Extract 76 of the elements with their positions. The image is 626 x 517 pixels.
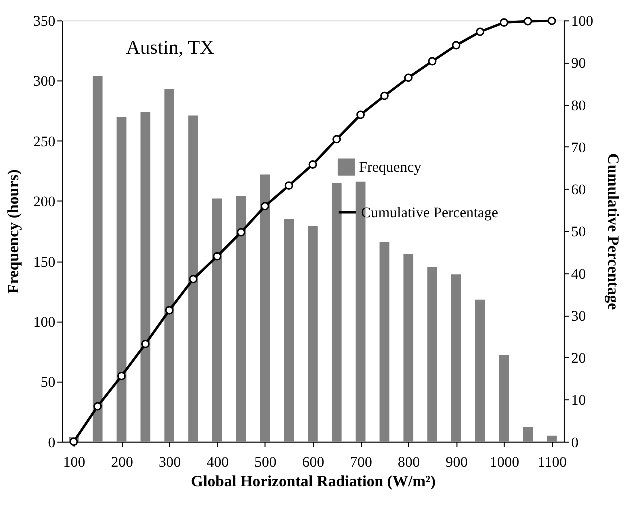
bar xyxy=(428,267,438,442)
x-tick-label: 1000 xyxy=(490,455,520,472)
point xyxy=(213,252,222,261)
annotation: Austin, TX xyxy=(126,37,214,60)
bar xyxy=(212,198,222,442)
bar xyxy=(116,116,127,442)
bar xyxy=(452,274,462,442)
y2-tick-label: 0 xyxy=(571,435,579,452)
y2-tick-label: 10 xyxy=(571,393,586,410)
point xyxy=(356,110,366,120)
x-tick-label: 500 xyxy=(254,455,277,472)
bar xyxy=(332,183,342,442)
x-tick-label: 400 xyxy=(206,455,229,472)
legend-label: Frequency xyxy=(359,160,422,176)
bar xyxy=(140,112,151,442)
y-tick-label: 150 xyxy=(33,254,56,271)
y2-tick-label: 40 xyxy=(571,266,586,283)
x-tick-label: 700 xyxy=(350,455,372,472)
y2-tick-label: 30 xyxy=(571,308,586,325)
x-tick-label: 800 xyxy=(398,455,420,472)
bar xyxy=(188,116,198,442)
bar xyxy=(475,300,486,442)
x-tick-label: 900 xyxy=(446,455,468,472)
legend-label: Cumulative Percentage xyxy=(361,206,499,222)
bar xyxy=(523,427,534,442)
point xyxy=(452,41,461,50)
bar xyxy=(284,219,294,442)
y-tick-label: 50 xyxy=(40,375,56,392)
point xyxy=(165,306,174,315)
point xyxy=(380,92,389,100)
bar xyxy=(236,196,246,442)
y-tick-label: 200 xyxy=(33,194,56,211)
point xyxy=(189,275,198,284)
bar xyxy=(404,254,414,442)
bar xyxy=(260,174,270,442)
y-axis-title: Frequency (hours) xyxy=(6,170,23,294)
point xyxy=(428,57,437,66)
x-tick-label: 1100 xyxy=(538,455,568,472)
y2-tick-label: 70 xyxy=(571,140,586,156)
point xyxy=(141,340,150,348)
x-tick-label: 200 xyxy=(111,455,134,472)
y2-tick-label: 90 xyxy=(571,56,586,72)
y-tick-label: 250 xyxy=(33,134,56,150)
point xyxy=(500,18,508,27)
y-tick-label: 0 xyxy=(48,435,56,452)
y2-tick-label: 50 xyxy=(571,224,586,241)
y2-tick-label: 60 xyxy=(571,182,586,199)
y2-tick-label: 100 xyxy=(571,14,594,30)
x-tick-label: 600 xyxy=(302,455,325,472)
point xyxy=(284,182,294,190)
x-tick-label: 300 xyxy=(159,455,182,472)
bar xyxy=(547,436,557,442)
point xyxy=(260,202,270,211)
y2-tick-label: 20 xyxy=(571,351,586,368)
bar xyxy=(380,242,390,442)
bar xyxy=(92,76,103,442)
y-tick-label: 100 xyxy=(33,314,56,331)
y-tick-label: 300 xyxy=(33,74,56,90)
y2-axis-title: Cumulative Percentage xyxy=(604,153,622,310)
y2-tick-label: 80 xyxy=(571,98,586,114)
point xyxy=(94,402,102,411)
point xyxy=(118,372,126,380)
point xyxy=(237,228,246,237)
y-tick-label: 350 xyxy=(33,14,56,30)
bar xyxy=(308,226,318,442)
point xyxy=(404,74,413,82)
point xyxy=(70,438,78,446)
point xyxy=(308,160,318,169)
x-tick-label: 100 xyxy=(63,455,86,472)
bar xyxy=(164,89,174,442)
bar xyxy=(499,355,510,442)
x-axis-title: Global Horizontal Radiation (W/m²) xyxy=(191,474,436,491)
point xyxy=(332,135,342,144)
point xyxy=(524,17,532,26)
point xyxy=(548,16,556,26)
point xyxy=(476,28,485,36)
